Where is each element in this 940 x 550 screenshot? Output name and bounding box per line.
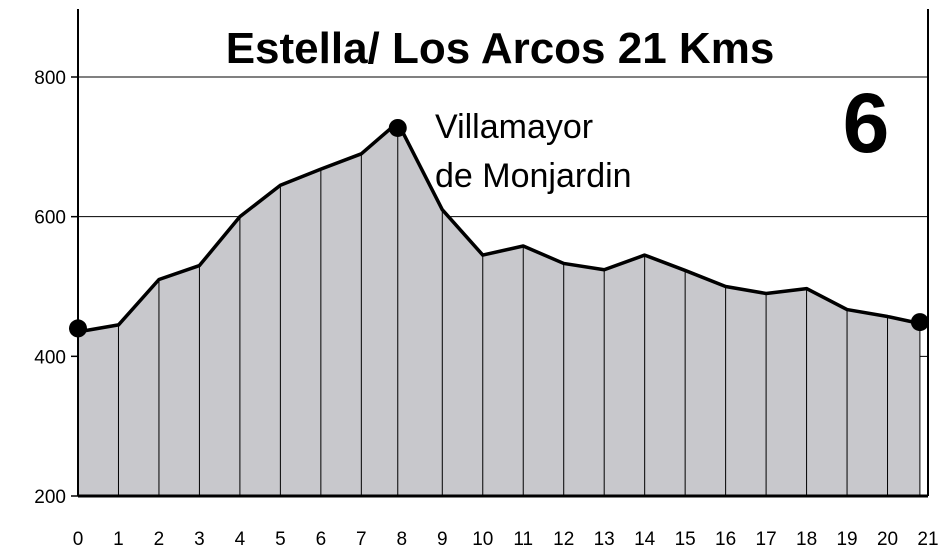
chart-title: Estella/ Los Arcos 21 Kms [226,24,775,73]
annotation-villamayor: Villamayor [435,108,593,146]
elevation-line [77,120,921,334]
x-tick-label-19: 19 [836,529,857,550]
x-tick-label-20: 20 [877,529,898,550]
x-tick-label-5: 5 [275,529,286,550]
x-tick-label-9: 9 [437,529,448,550]
x-tick-label-14: 14 [634,529,656,550]
x-tick-label-16: 16 [715,529,736,550]
marker-0 [69,319,87,338]
x-tick-label-15: 15 [675,529,696,550]
stage-number: 6 [843,76,890,170]
x-tick-label-7: 7 [356,529,367,550]
x-tick-label-2: 2 [154,529,165,550]
x-tick-label-18: 18 [796,529,817,550]
x-tick-label-13: 13 [594,529,615,550]
markers [69,118,929,338]
y-tick-label-800: 800 [34,68,66,89]
x-tick-label-11: 11 [513,529,533,550]
x-tick-label-1: 1 [113,529,124,550]
x-tick-label-4: 4 [235,529,246,550]
elevation-fill [78,122,920,497]
y-tick-label-400: 400 [34,347,66,368]
x-tick-label-10: 10 [472,529,493,550]
x-tick-label-0: 0 [73,529,84,550]
x-tick-label-6: 6 [316,529,327,550]
x-tick-label-3: 3 [194,529,205,550]
annotation-de-monjardin: de Monjardin [435,157,632,195]
axes [71,9,929,498]
elevation-area [77,120,921,497]
marker-2 [910,313,929,332]
y-tick-label-600: 600 [34,208,66,229]
x-tick-label-21: 21 [917,529,938,550]
x-tick-label-12: 12 [553,529,574,550]
x-tick-label-17: 17 [756,529,777,550]
y-tick-label-200: 200 [34,487,66,508]
x-tick-label-8: 8 [397,529,408,550]
marker-1 [388,118,407,137]
